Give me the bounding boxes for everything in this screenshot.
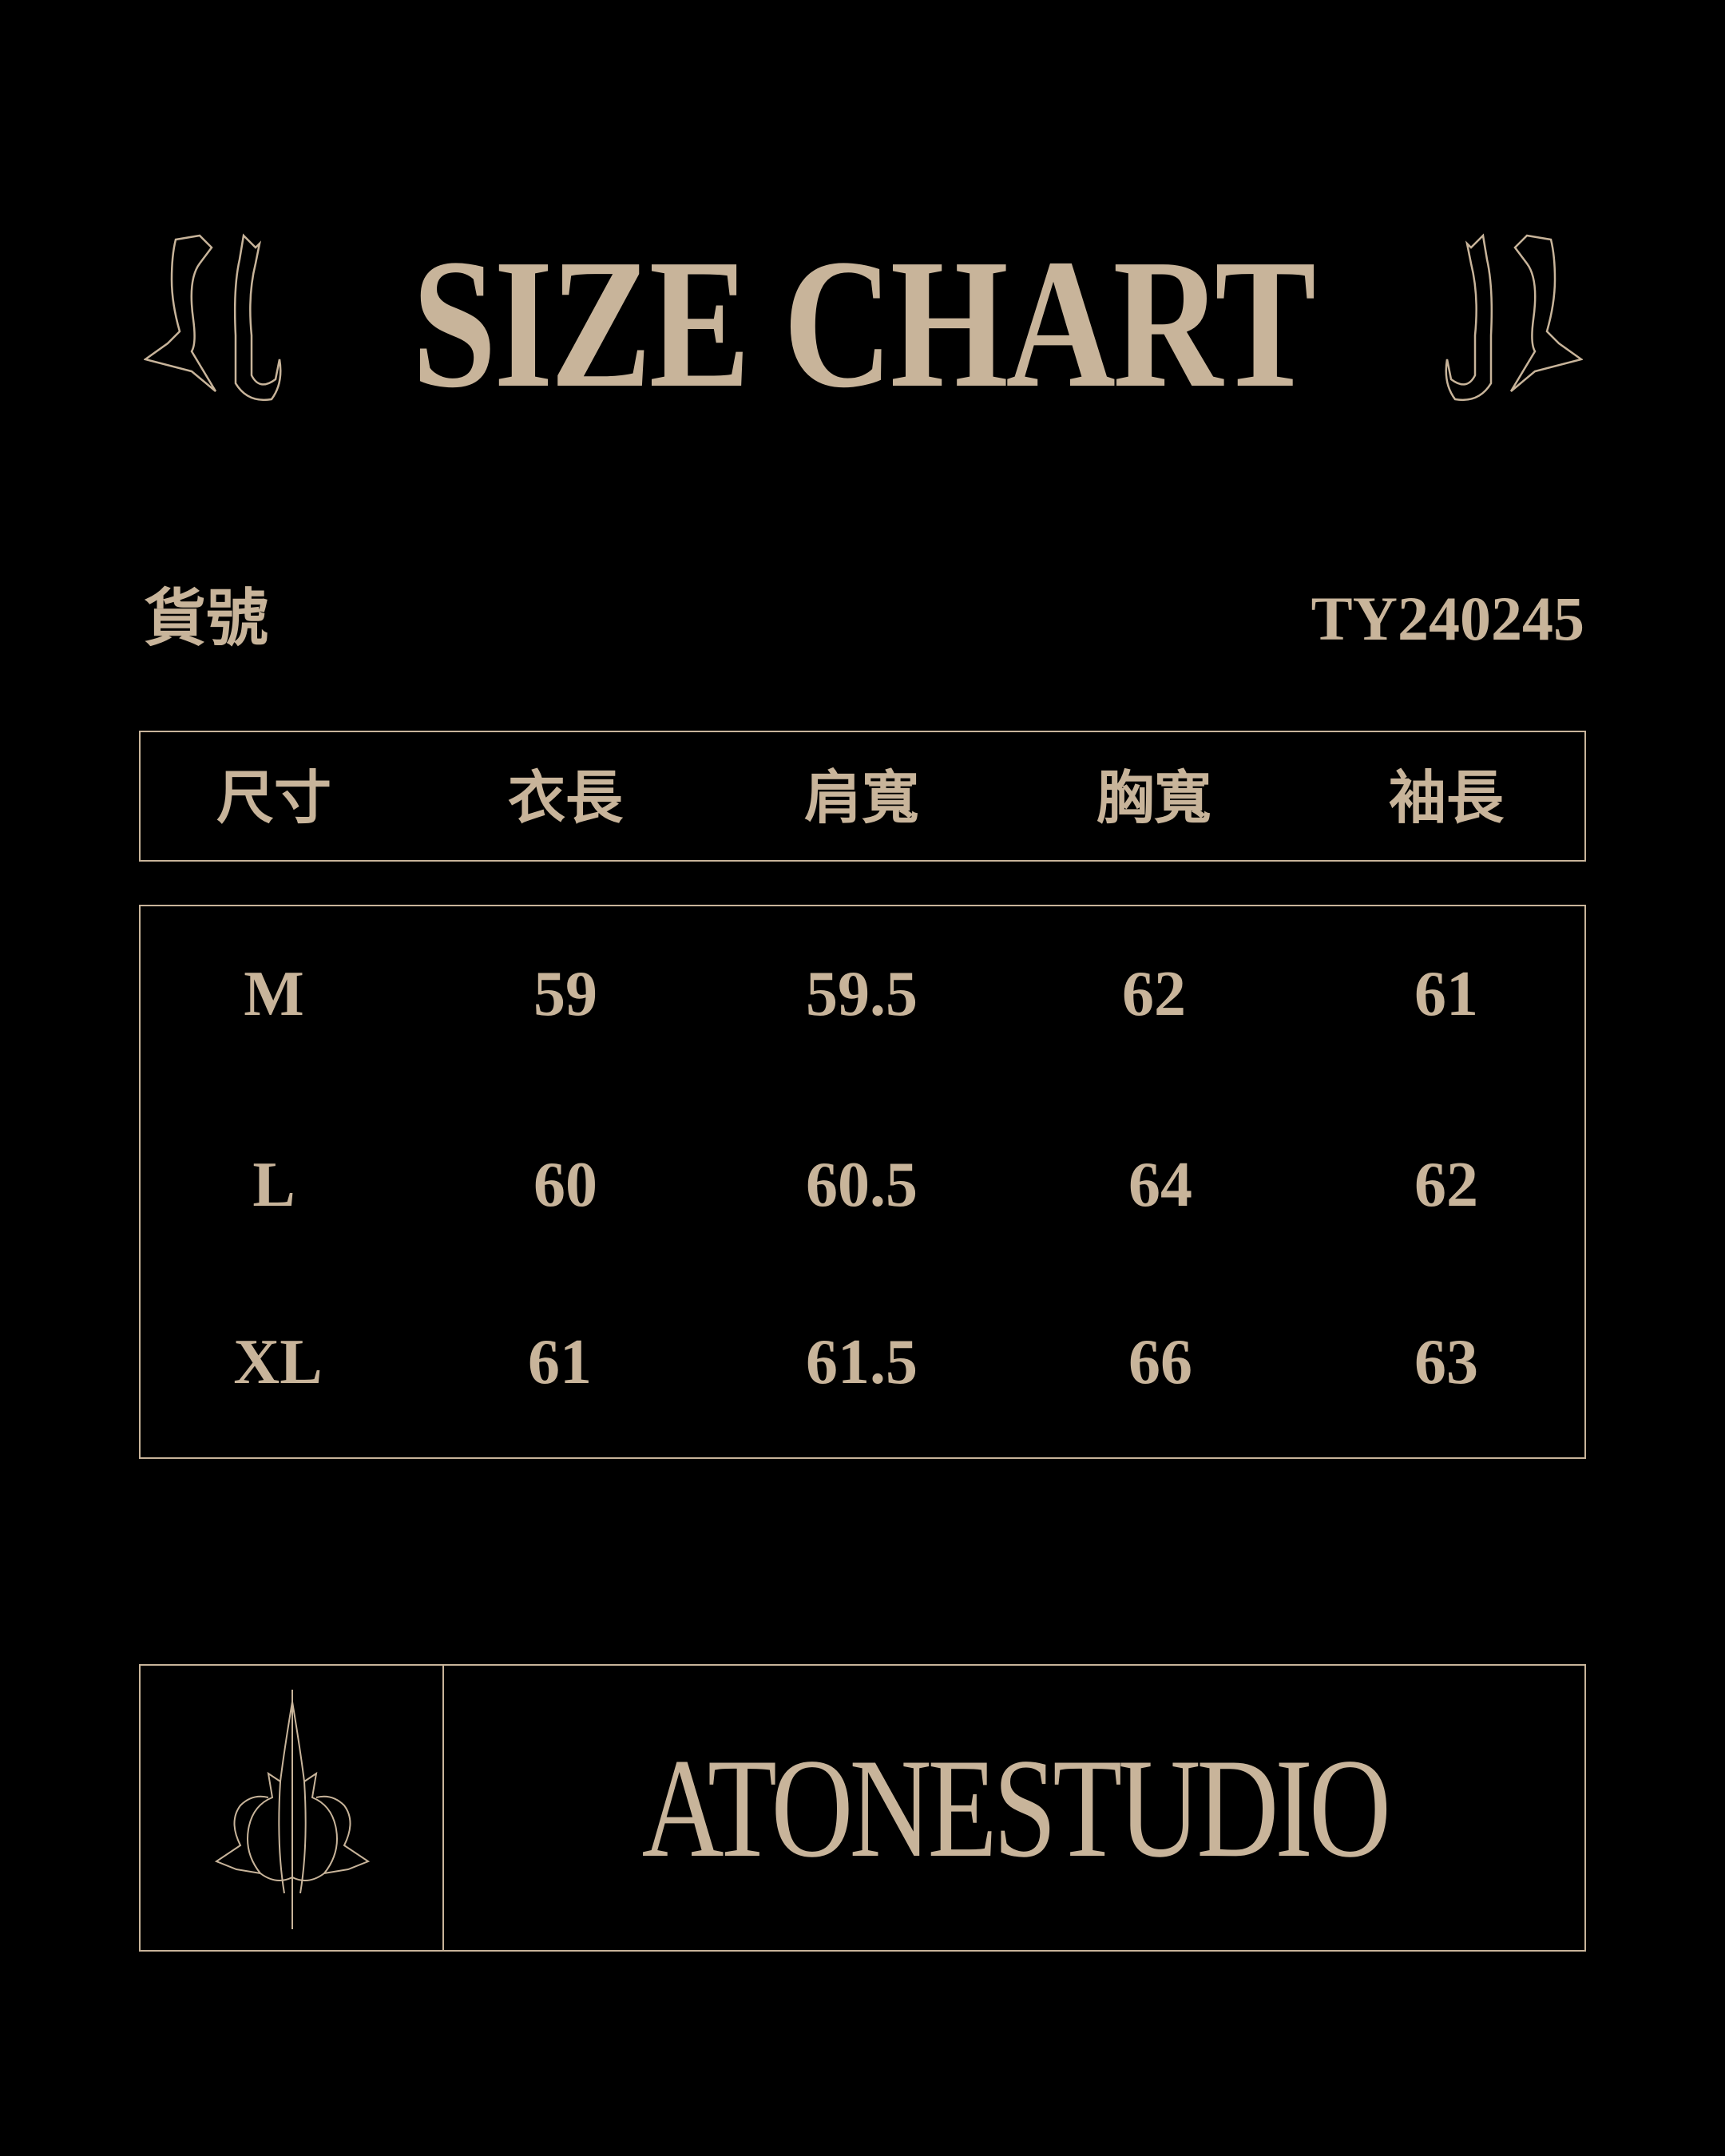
header-size: 尺寸 bbox=[216, 763, 331, 831]
gothic-ornament-right-icon bbox=[1445, 233, 1583, 402]
cell: 61 bbox=[528, 1327, 592, 1397]
cell: 60.5 bbox=[806, 1150, 918, 1220]
cell: 66 bbox=[1128, 1327, 1192, 1397]
cell: 64 bbox=[1128, 1150, 1192, 1220]
footer-divider bbox=[442, 1666, 444, 1950]
item-number-value: TY240245 bbox=[1311, 584, 1584, 653]
cell: 60 bbox=[533, 1150, 597, 1220]
cell: L bbox=[252, 1150, 295, 1220]
item-number-label: 貨號 bbox=[144, 582, 269, 655]
cell: 61.5 bbox=[806, 1327, 918, 1397]
header-shoulder: 肩寬 bbox=[803, 763, 919, 831]
table-body: M 59 59.5 62 61 L 60 60.5 64 62 XL 61 61… bbox=[139, 905, 1586, 1459]
header-sleeve: 袖長 bbox=[1388, 763, 1504, 831]
cell: 61 bbox=[1414, 959, 1478, 1029]
table-header: 尺寸 衣長 肩寬 胸寬 袖長 bbox=[139, 731, 1586, 862]
cell: 62 bbox=[1122, 959, 1186, 1029]
header-length: 衣長 bbox=[507, 763, 623, 831]
gothic-ornament-left-icon bbox=[144, 233, 282, 402]
brand-logo-icon bbox=[214, 1690, 371, 1929]
header-chest: 胸寬 bbox=[1096, 763, 1211, 831]
brand-name: ATONESTUDIO bbox=[641, 1729, 1390, 1887]
cell: 62 bbox=[1414, 1150, 1478, 1220]
page-title: SIZE CHART bbox=[411, 221, 1316, 426]
cell: XL bbox=[233, 1327, 323, 1397]
cell: 59 bbox=[533, 959, 597, 1029]
cell: 59.5 bbox=[806, 959, 918, 1029]
brand-footer: ATONESTUDIO bbox=[139, 1664, 1586, 1952]
cell: M bbox=[244, 959, 304, 1029]
cell: 63 bbox=[1414, 1327, 1478, 1397]
